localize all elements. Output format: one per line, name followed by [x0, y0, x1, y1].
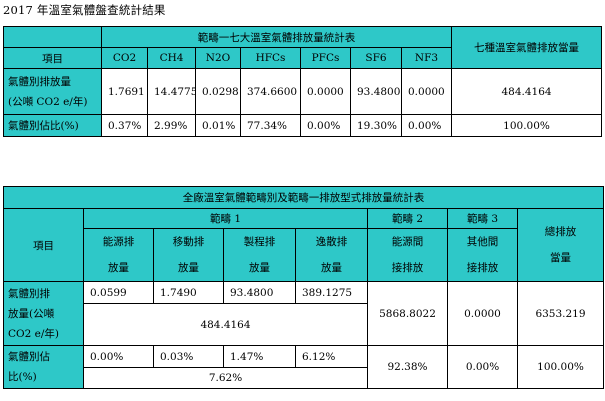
total-emission-value: 6353.219 — [517, 281, 604, 346]
header-line: 製程排 — [243, 236, 276, 248]
header-line: 能源間 — [391, 236, 424, 248]
emission-row-label: 氣體別排放量 (公噸 CO2 e/年) — [3, 68, 102, 115]
emission-row-label: 氣體別排 放量(公噸 CO2 e/年) — [3, 281, 84, 346]
share-value: 0.01% — [195, 114, 241, 137]
scope2-emission-value: 5868.8022 — [367, 281, 448, 346]
header-line: 接排放 — [466, 262, 499, 274]
label-line: (公噸 CO2 e/年) — [8, 95, 88, 108]
share-row-label: 氣體別佔比(%) — [3, 114, 102, 137]
scope3-share-value: 0.00% — [447, 345, 518, 389]
gas-header: CH4 — [147, 47, 196, 69]
scope1-emission-value: 389.1275 — [295, 281, 368, 304]
scope1-share-total: 7.62% — [83, 367, 368, 389]
share-value: 0.00% — [400, 114, 453, 137]
share-value: 77.34% — [240, 114, 301, 137]
header-line: 接排放 — [391, 262, 424, 274]
label-line: CO2 e/年) — [8, 327, 60, 340]
gas-header: HFCs — [240, 47, 301, 69]
scope1-share-value: 6.12% — [295, 345, 368, 368]
emission-value: 374.6600 — [240, 68, 301, 115]
share-value: 19.30% — [350, 114, 402, 137]
process-emission-header: 製程排 放量 — [223, 228, 296, 282]
emission-value: 0.0000 — [300, 68, 351, 115]
scope3-emission-value: 0.0000 — [447, 281, 518, 346]
label-line: 放量(公噸 — [8, 307, 55, 320]
total-emission-header: 總排放 當量 — [517, 208, 604, 282]
share-row-label: 氣體別佔 比(%) — [3, 345, 84, 389]
emission-total: 484.4164 — [451, 68, 603, 115]
scope-emission-table: 全廠溫室氣體範疇別及範疇一排放型式排放量統計表 項目 範疇 1 範疇 2 範疇 … — [3, 186, 604, 389]
header-line: 放量 — [108, 262, 129, 274]
gas-header: PFCs — [300, 47, 351, 69]
energy-emission-header: 能源排 放量 — [83, 228, 154, 282]
emission-value: 14.4775 — [147, 68, 196, 115]
emission-value: 93.4800 — [350, 68, 402, 115]
scope1-table-header: 範疇一七大溫室氣體排放量統計表 — [100, 26, 453, 48]
header-line: 逸散排 — [315, 236, 348, 248]
mobile-emission-header: 移動排 放量 — [153, 228, 224, 282]
scope1-header: 範疇 1 — [83, 208, 368, 229]
scope3-header: 範疇 3 — [447, 208, 518, 229]
scope1-emission-value: 1.7490 — [153, 281, 224, 304]
scope1-share-value: 1.47% — [223, 345, 296, 368]
scope1-gas-table: 範疇一七大溫室氣體排放量統計表 七種溫室氣體排放當量 項目 CO2 CH4 N2… — [3, 26, 603, 137]
scope1-emission-value: 93.4800 — [223, 281, 296, 304]
header-line: 放量 — [321, 262, 342, 274]
other-indirect-header: 其他間 接排放 — [447, 228, 518, 282]
emission-value: 0.0000 — [400, 68, 453, 115]
gas-header: NF3 — [400, 47, 453, 69]
scope1-emission-value: 0.0599 — [83, 281, 154, 304]
label-line: 比(%) — [8, 371, 37, 383]
emission-value: 1.7691 — [101, 68, 148, 115]
total-share-value: 100.00% — [517, 345, 604, 389]
header-line: 放量 — [249, 262, 270, 274]
header-line: 當量 — [550, 252, 571, 264]
label-line: 氣體別佔 — [8, 351, 50, 363]
share-value: 2.99% — [147, 114, 196, 137]
share-value: 0.37% — [101, 114, 148, 137]
header-line: 能源排 — [102, 236, 135, 248]
item-header: 項目 — [3, 208, 84, 282]
item-header: 項目 — [3, 47, 102, 69]
scope1-share-value: 0.03% — [153, 345, 224, 368]
share-value: 0.00% — [300, 114, 351, 137]
scope1-emission-total: 484.4164 — [83, 303, 368, 346]
gas-header: N2O — [195, 47, 241, 69]
header-line: 移動排 — [172, 236, 205, 248]
emission-value: 0.0298 — [195, 68, 241, 115]
page-title: 2017 年溫室氣體盤查統計結果 — [3, 3, 166, 17]
fugitive-emission-header: 逸散排 放量 — [295, 228, 368, 282]
label-line: 氣體別排 — [8, 287, 50, 300]
header-line: 其他間 — [466, 236, 499, 248]
gas-header: CO2 — [101, 47, 148, 69]
energy-indirect-header: 能源間 接排放 — [367, 228, 448, 282]
scope1-share-value: 0.00% — [83, 345, 154, 368]
table2-title: 全廠溫室氣體範疇別及範疇一排放型式排放量統計表 — [3, 186, 604, 209]
share-total: 100.00% — [451, 114, 603, 137]
scope2-share-value: 92.38% — [367, 345, 448, 389]
scope2-header: 範疇 2 — [367, 208, 448, 229]
header-line: 放量 — [178, 262, 199, 274]
header-line: 總排放 — [544, 226, 577, 238]
gas-header: SF6 — [350, 47, 402, 69]
label-line: 氣體別排放量 — [8, 75, 71, 88]
total-equivalent-header: 七種溫室氣體排放當量 — [451, 26, 603, 69]
